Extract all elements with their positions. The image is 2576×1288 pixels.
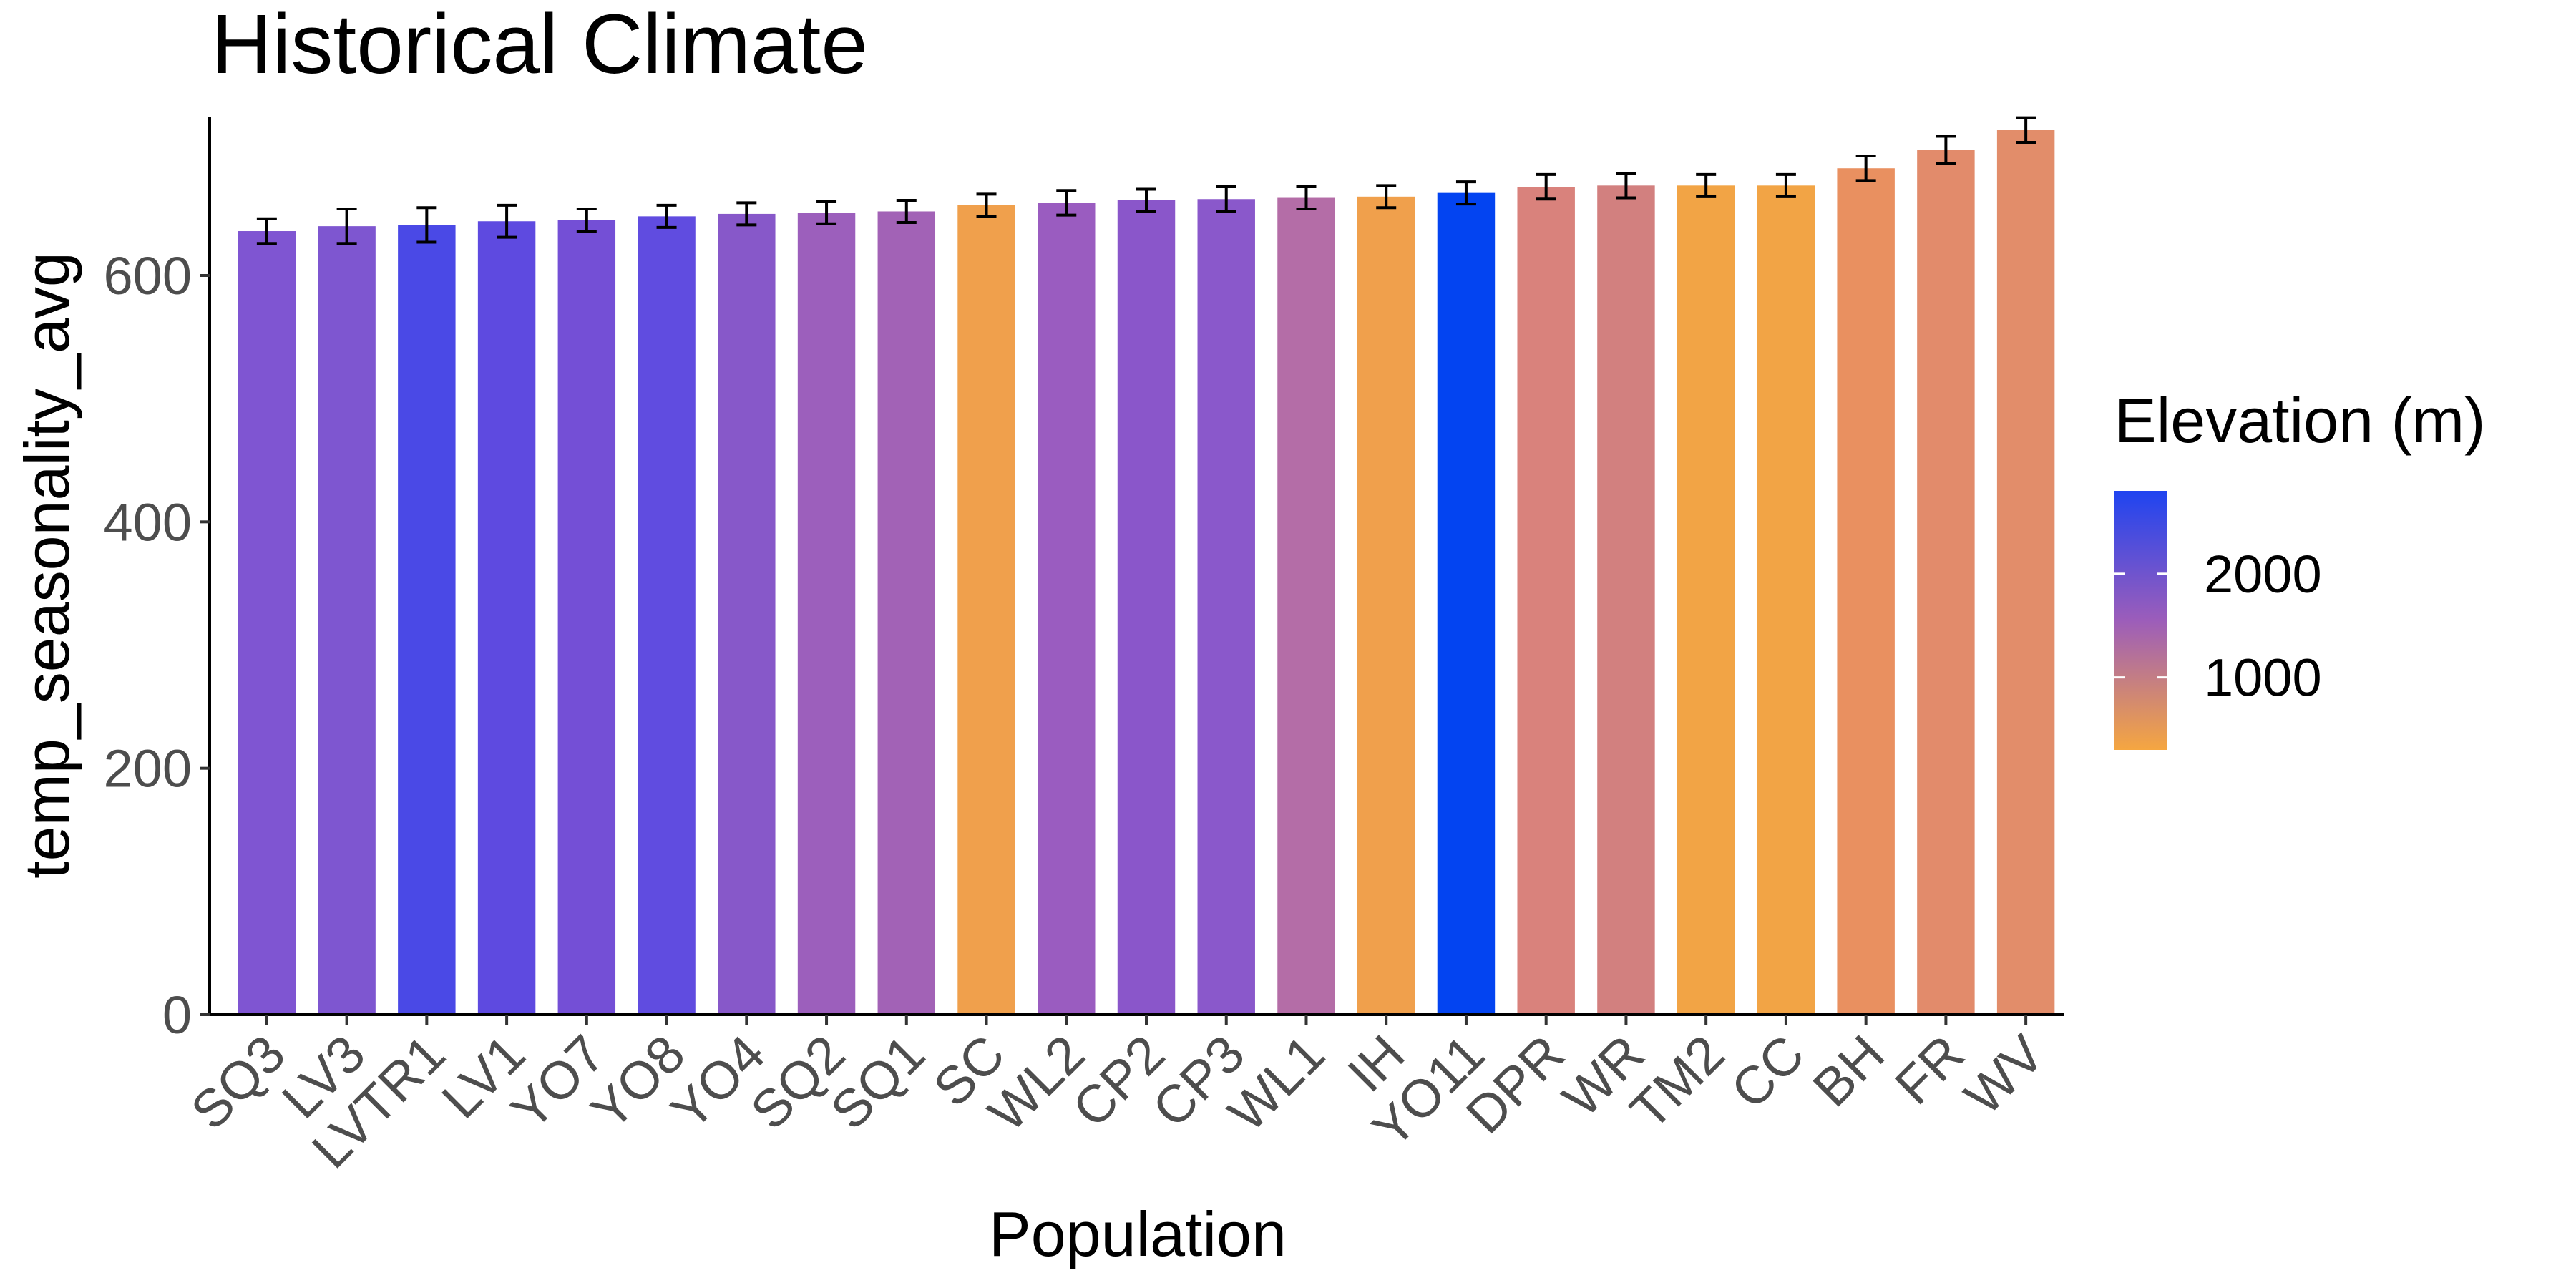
bar-sq2 (797, 213, 856, 1015)
errorbar-tm2 (1696, 172, 1717, 198)
bar-lv3 (318, 226, 376, 1015)
bar-fr (1917, 150, 1975, 1015)
errorbar-fr (1936, 135, 1956, 165)
legend-tick-group: 2000 1000 (2114, 545, 2322, 708)
errorbar-cp2 (1136, 187, 1156, 213)
bar-wr (1597, 185, 1655, 1015)
errorbar-yo4 (736, 201, 757, 227)
errorbar-sq2 (816, 200, 837, 225)
errorbar-wv (2016, 116, 2036, 145)
errorbar-yo7 (576, 208, 597, 233)
legend-colorbar (2114, 491, 2167, 750)
x-axis-label: Population (989, 1199, 1287, 1269)
bar-yo11 (1437, 192, 1496, 1015)
y-tick-label: 600 (104, 246, 192, 306)
bar-cp2 (1117, 200, 1176, 1015)
bar-tm2 (1677, 185, 1735, 1015)
legend-tick-label: 2000 (2204, 545, 2322, 604)
bar-lv1 (477, 221, 536, 1015)
errorbar-yo11 (1455, 180, 1476, 206)
bar-cp3 (1197, 199, 1255, 1015)
legend: Elevation (m) 2000 1000 (2114, 385, 2485, 750)
bar-sq1 (877, 211, 936, 1015)
bar-group (238, 130, 2055, 1015)
x-tick-label: TM2 (1619, 1024, 1735, 1141)
bar-wl1 (1277, 197, 1335, 1015)
x-tick-label: WV (1953, 1023, 2055, 1126)
legend-tick-label: 1000 (2204, 648, 2322, 708)
y-tick-group: 0 200 400 600 (104, 246, 210, 1045)
y-axis-label: temp_seasonality_avg (11, 252, 82, 879)
errorbar-group (256, 116, 2036, 245)
errorbar-cp3 (1216, 185, 1236, 213)
errorbar-dpr (1536, 172, 1556, 201)
y-tick-label: 400 (104, 492, 192, 552)
x-tick-label: WL1 (1217, 1024, 1336, 1143)
errorbar-sc (976, 192, 997, 218)
errorbar-cc (1775, 172, 1796, 198)
y-tick-label: 0 (162, 985, 192, 1045)
bar-wl2 (1038, 203, 1096, 1015)
bar-wv (1996, 130, 2055, 1015)
bar-ih (1357, 196, 1415, 1015)
x-tick-group: SQ3LV3LVTR1LV1YO7YO8YO4SQ2SQ1SCWL2CP2CP3… (180, 1015, 2056, 1179)
bar-cc (1757, 185, 1815, 1015)
chart-title: Historical Climate (211, 0, 868, 92)
legend-title: Elevation (m) (2114, 385, 2485, 456)
bar-sq3 (238, 231, 296, 1015)
errorbar-wl2 (1056, 189, 1077, 217)
errorbar-sq1 (896, 198, 917, 224)
x-tick-label: FR (1883, 1024, 1975, 1116)
errorbar-wr (1616, 172, 1636, 200)
bar-yo4 (718, 213, 776, 1015)
x-tick-label: BH (1802, 1024, 1896, 1118)
bar-yo7 (557, 220, 616, 1015)
bar-dpr (1517, 187, 1575, 1015)
errorbar-bh (1855, 154, 1876, 182)
y-tick-label: 200 (104, 739, 192, 799)
errorbar-lvtr1 (416, 206, 437, 244)
bar-bh (1837, 168, 1895, 1015)
errorbar-yo8 (656, 203, 677, 229)
bar-sc (957, 205, 1015, 1015)
errorbar-lv3 (336, 208, 357, 245)
errorbar-wl1 (1296, 185, 1317, 211)
errorbar-ih (1376, 184, 1397, 210)
x-tick-label: CC (1719, 1024, 1815, 1120)
errorbar-sq3 (256, 217, 277, 245)
bar-yo8 (638, 216, 696, 1015)
bar-lvtr1 (398, 225, 456, 1015)
x-tick-label: SQ1 (819, 1024, 936, 1141)
errorbar-lv1 (497, 203, 517, 239)
